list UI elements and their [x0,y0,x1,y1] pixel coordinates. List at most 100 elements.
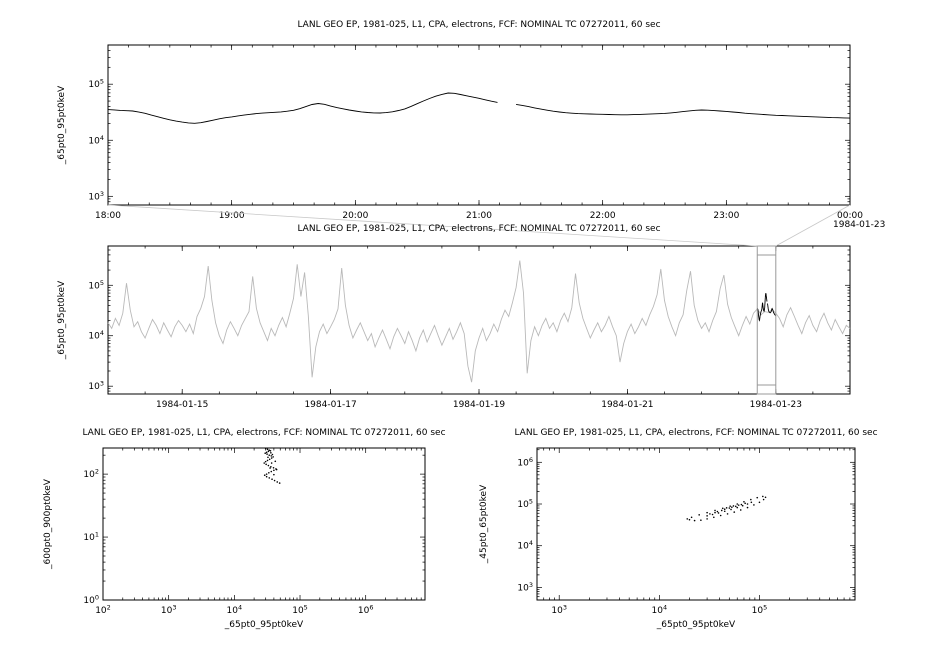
tick-label: 102 [95,604,111,617]
scatter-point [270,465,272,468]
scatter-point [762,498,765,501]
tick-label: 103 [88,190,104,203]
scatter-point [723,510,726,513]
chart-bl: 102 103 104 105 106 100 101 102 [83,447,426,617]
chart-bottom-left-ylabel: _600pt0_900pt0keV [43,479,53,569]
scatter-point [268,449,271,451]
tick-label: 104 [652,604,668,617]
scatter-point [690,516,693,519]
chart-middle-ylabel: _65pt0_95pt0keV [57,280,67,360]
tick-label: 105 [88,78,104,91]
tick-label: 105 [752,604,768,617]
plot-area-bl[interactable] [103,448,425,600]
tick-label: 103 [161,604,177,617]
scatter-point [698,514,700,516]
plot-frame [102,447,426,601]
scatter-point [750,501,753,504]
scatter-point [700,519,702,521]
chart-bottom-right-title: LANL GEO EP, 1981-025, L1, CPA, electron… [514,428,878,438]
scatter-point [728,507,731,509]
scatter-point [734,505,737,508]
scatter-point [736,503,739,505]
scatter-point [266,459,269,462]
scatter-point [264,460,267,463]
scatter-point [269,449,272,452]
scatter-point [746,503,749,505]
scatter-point [746,506,749,509]
scatter-point [717,512,720,514]
x-tick-label: 1984-01-15 [156,400,208,410]
tick-label: 106 [517,456,533,469]
tick-label: 100 [83,594,99,607]
scatter-point [739,509,742,511]
x-tick-label: 18:00 [95,211,121,221]
scatter-point [265,451,268,454]
scatter-point [753,504,755,506]
scatter-point [265,463,267,466]
scatter-point [278,482,281,484]
series-line [107,260,851,383]
plot-area-top[interactable] [108,45,850,205]
scatter-point [275,468,278,471]
scatter-point [716,510,719,513]
tick-label: 104 [517,539,533,552]
scatter-point [266,453,268,455]
scatter-point [714,509,716,512]
zoom-connector-right [775,204,851,247]
scatter-point [706,518,708,520]
series-line [107,92,851,124]
tick-label: 105 [517,498,533,511]
scatter-point [265,473,268,475]
scatter-point [740,503,743,506]
tick-label: 102 [83,468,99,481]
chart-bottom-right-ylabel: _45pt0_65pt0keV [479,484,489,564]
tick-label: 105 [88,279,104,292]
tick-label: 105 [292,604,308,617]
scatter-point [264,452,267,454]
scatter-point [268,471,270,474]
scatter-point [266,448,269,451]
chart-br: 103 104 105 103 104 105 106 [517,447,856,617]
series-line [756,293,777,322]
scatter-point [721,507,724,510]
scatter-point [270,452,272,454]
x-tick-label: 1984-01-23 [750,400,802,410]
x-tick-label: 19:00 [219,211,245,221]
chart-bottom-left-title: LANL GEO EP, 1981-025, L1, CPA, electron… [82,428,446,438]
scatter-point [270,462,273,464]
scatter-point [268,477,271,479]
zoom-selection-box[interactable] [756,245,777,395]
scatter-point [736,506,739,509]
scatter-point [686,518,689,520]
plot-area-br[interactable] [537,448,855,600]
plot-area-mid[interactable] [108,246,850,394]
scatter-point [263,474,266,477]
scatter-point [693,519,696,522]
x-tick-label: 23:00 [713,211,739,221]
scatter-point [273,473,275,476]
scatter-point [731,506,733,508]
scatter-point [744,502,746,505]
scatter-point [711,513,714,516]
chart-middle-title: LANL GEO EP, 1981-025, L1, CPA, electron… [297,224,661,234]
scatter-point [730,508,732,511]
scatter-point [713,516,715,519]
tick-label: 103 [551,604,567,617]
scatter-point [732,505,735,507]
scatter-point [719,514,722,517]
scatter-point [270,457,273,459]
tick-label: 101 [83,531,99,544]
scatter-point [276,481,279,483]
scatter-point [709,513,711,515]
scatter-point [273,469,275,472]
plot-frame [107,245,851,395]
scatter-point [764,496,767,499]
x-tick-label: 1984-01-21 [601,400,653,410]
x-tick-label: 1984-01-17 [304,400,356,410]
scatter-point [269,467,271,469]
scatter-point [272,467,275,469]
scatter-point [725,507,728,509]
scatter-point [743,500,745,503]
